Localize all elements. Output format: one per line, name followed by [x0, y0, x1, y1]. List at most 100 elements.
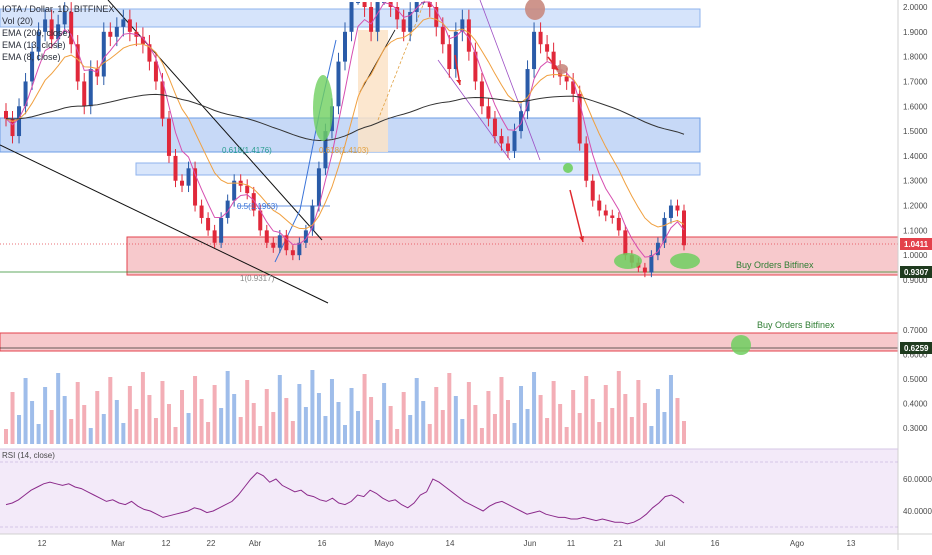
candle-body	[532, 31, 537, 70]
candle-body	[551, 51, 556, 70]
lower-price-label: 0.6259	[904, 344, 929, 353]
price-axis: 2.0000 1.9000 1.8000 1.7000 1.6000 1.5000 1.40…	[903, 3, 928, 285]
candle-body	[36, 31, 41, 52]
volume-bar	[479, 428, 484, 444]
volume-bar	[277, 375, 282, 444]
volume-bar	[232, 394, 237, 444]
time-tick: Mar	[111, 539, 125, 548]
price-tick: 2.0000	[903, 3, 928, 12]
candle-body	[623, 230, 628, 256]
volume-bar	[623, 394, 628, 444]
volume-bar	[23, 378, 28, 444]
candle-body	[427, 2, 432, 7]
candle-body	[492, 118, 497, 137]
volume-bar	[388, 406, 393, 444]
candle-body	[453, 31, 458, 70]
support-price-badge	[900, 266, 932, 278]
candle-body	[277, 235, 282, 248]
candle-body	[206, 217, 211, 231]
volume-bar	[545, 418, 550, 444]
highlight-ellipse-low	[614, 253, 642, 269]
candle-body	[166, 118, 171, 156]
volume-bar	[199, 399, 204, 444]
price-tick: 1.0000	[903, 251, 928, 260]
candle-body	[284, 235, 289, 251]
candle-body	[290, 250, 295, 256]
candle-body	[649, 255, 654, 273]
candle-body	[401, 19, 406, 32]
volume-bar	[114, 400, 119, 444]
candle-body	[356, 2, 361, 4]
volume-bar	[538, 395, 543, 444]
volume-bar	[473, 405, 478, 444]
candle-body	[479, 81, 484, 107]
highlight-ellipse-target	[670, 253, 700, 269]
candle-body	[447, 44, 452, 70]
time-tick: Ago	[790, 539, 805, 548]
price-tick: 1.2000	[903, 202, 928, 211]
candle-body	[75, 44, 80, 82]
volume-bar	[101, 414, 106, 444]
rsi-tick: 40.0000	[903, 507, 932, 516]
candle-body	[473, 51, 478, 82]
candle-body	[56, 24, 61, 40]
price-tick: 1.1000	[903, 226, 928, 235]
volume-bar	[597, 422, 602, 444]
lower-tick: 0.3000	[903, 424, 928, 433]
volume-bar	[160, 381, 165, 444]
candle-body	[303, 230, 308, 243]
volume-bar	[584, 376, 589, 444]
time-tick: 11	[567, 539, 576, 548]
candle-body	[30, 51, 35, 82]
volume-bar	[284, 398, 289, 444]
volume-bar	[408, 415, 413, 444]
price-tick: 1.4000	[903, 152, 928, 161]
volume-bar	[225, 371, 230, 444]
volume-bar	[590, 399, 595, 444]
candle-body	[408, 11, 413, 32]
volume-bar	[427, 424, 432, 444]
volume-bar	[675, 398, 680, 444]
highlight-ellipse-breakout	[313, 75, 333, 141]
candle-body	[610, 215, 615, 218]
volume-bar	[414, 378, 419, 444]
candle-body	[440, 26, 445, 45]
candle-body	[460, 19, 465, 32]
candle-body	[499, 136, 504, 144]
volume-bar	[108, 377, 113, 444]
volume-bar	[636, 380, 641, 444]
volume-bar	[4, 429, 8, 444]
annotation-buy-orders-1: Buy Orders Bitfinex	[736, 260, 814, 270]
candle-body	[369, 7, 374, 32]
chart-legend[interactable]: IOTA / Dollar, 1D, BITFINEX Vol (20) EMA…	[2, 4, 114, 62]
volume-bar	[662, 412, 667, 444]
volume-bar	[17, 415, 22, 444]
candle-body	[525, 69, 530, 112]
candle-body	[180, 180, 185, 186]
candle-body	[584, 143, 589, 181]
price-tick: 1.9000	[903, 28, 928, 37]
volume-bar	[682, 421, 686, 444]
candle-body	[49, 19, 54, 40]
volume-bar	[453, 396, 458, 444]
volume-bar	[610, 408, 615, 444]
volume-bar	[375, 420, 380, 444]
volume-bar	[147, 395, 152, 444]
volume-bar	[153, 418, 158, 444]
candle-body	[564, 76, 569, 82]
current-price-badge	[900, 238, 932, 250]
volume-bar	[603, 385, 608, 444]
candle-body	[323, 131, 328, 169]
candle-body	[127, 19, 132, 32]
current-price-label: 1.0411	[904, 240, 929, 249]
candle-body	[23, 81, 28, 107]
lower-tick: 0.7000	[903, 326, 928, 335]
volume-bar	[642, 403, 647, 444]
candle-body	[264, 230, 269, 243]
volume-bar	[88, 428, 93, 444]
volume-bar	[382, 383, 387, 444]
candle-body	[114, 26, 119, 37]
volume-bar	[36, 424, 41, 444]
ema-line	[5, 17, 685, 230]
